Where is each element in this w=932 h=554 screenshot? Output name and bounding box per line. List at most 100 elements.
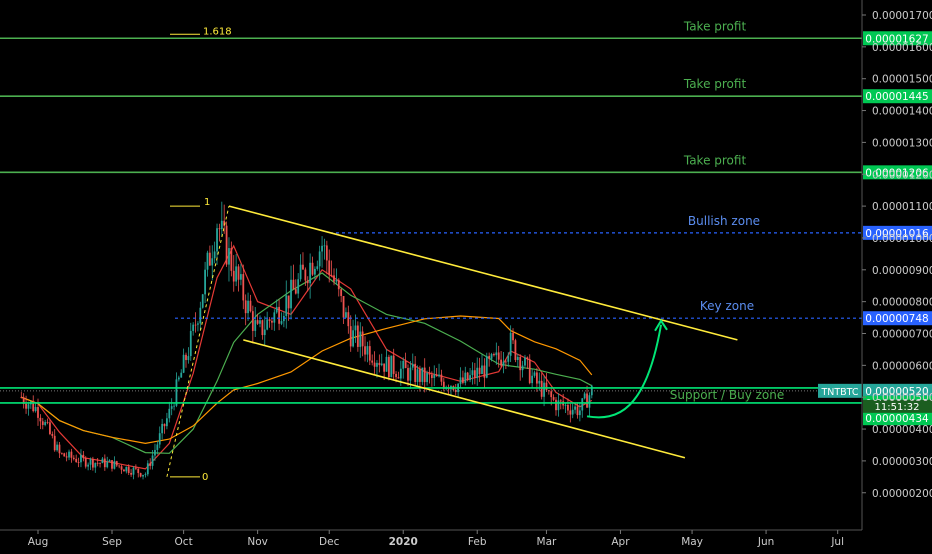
arrow-head: [654, 318, 668, 332]
candle-body: [543, 382, 545, 397]
candle-body: [251, 311, 254, 331]
candle-body: [134, 467, 137, 469]
candle-body: [278, 306, 280, 324]
price-badge-label: 0.00000520: [865, 386, 928, 398]
candle-body: [189, 330, 192, 357]
price-badge-label: 0.00001627: [865, 33, 928, 45]
y-tick-label: 0.00000400: [872, 424, 932, 436]
candle-body: [166, 418, 168, 427]
candle-body: [275, 306, 278, 313]
price-badge-label: 0.00000434: [865, 413, 929, 425]
candle-body: [34, 407, 37, 412]
price-badge: [863, 89, 932, 104]
candle-body: [156, 444, 159, 450]
candle-body: [125, 466, 128, 472]
price-badge-label: 0.00001445: [865, 91, 928, 103]
candle-body: [89, 458, 92, 465]
candle-body: [25, 403, 27, 409]
y-tick-label: 0.00001300: [872, 137, 932, 149]
candle-body: [266, 319, 269, 330]
candle-body: [20, 397, 23, 398]
candle-body: [509, 332, 512, 356]
candle-body: [323, 245, 326, 247]
candle-body: [364, 346, 366, 355]
fib-trend-line: [166, 205, 230, 477]
x-tick-label: Jul: [830, 536, 844, 548]
x-tick-label: May: [681, 536, 703, 548]
candle-body: [304, 269, 307, 281]
candle-body: [271, 320, 273, 323]
candle-body: [32, 401, 35, 412]
candle-body: [397, 377, 400, 379]
candle-body: [349, 326, 352, 347]
y-tick-label: 0.00000900: [872, 265, 932, 277]
candle-body: [337, 279, 340, 290]
candle-body: [519, 356, 522, 371]
candle-body: [485, 355, 488, 378]
candle-body: [586, 393, 588, 408]
candle-body: [538, 380, 541, 384]
candle-body: [392, 355, 395, 374]
candle-body: [588, 395, 591, 408]
level-label: Take profit: [683, 77, 747, 91]
candle-body: [564, 404, 567, 406]
candle-body: [92, 458, 94, 468]
price-badge: [863, 383, 932, 398]
y-tick-label: 0.00001400: [872, 106, 932, 118]
candle-body: [137, 468, 140, 474]
candle-body: [259, 320, 261, 324]
candle-body: [216, 228, 218, 252]
candle-body: [70, 451, 73, 458]
candle-body: [235, 266, 238, 282]
price-badge: [863, 225, 932, 240]
candle-body: [285, 295, 288, 316]
candle-body: [151, 455, 154, 466]
candle-body: [495, 352, 498, 356]
level-label: Support / Buy zone: [670, 388, 785, 402]
candle-body: [290, 279, 292, 309]
candle-body: [340, 289, 343, 296]
y-tick-label: 0.00001600: [872, 42, 932, 54]
candle-body: [299, 264, 302, 280]
candle-body: [545, 382, 548, 391]
candle-body: [161, 423, 164, 434]
candle-body: [101, 458, 104, 464]
candle-body: [220, 220, 223, 230]
candle-body: [528, 359, 531, 384]
level-label: Take profit: [683, 19, 747, 33]
candle-body: [500, 359, 502, 366]
candle-body: [399, 368, 402, 379]
candle-body: [488, 355, 491, 359]
candle-body: [63, 453, 66, 457]
candle-body: [366, 346, 369, 355]
candle-body: [108, 460, 111, 462]
candle-body: [414, 363, 417, 382]
candle-body: [225, 225, 228, 265]
candle-body: [228, 248, 230, 265]
x-tick-label: Oct: [175, 536, 193, 548]
candle-body: [497, 352, 500, 360]
candle-body: [378, 362, 381, 366]
candle-body: [144, 474, 147, 476]
candle-body: [440, 374, 443, 382]
candle-body: [550, 391, 553, 398]
candle-body: [192, 324, 195, 331]
candle-body: [578, 410, 581, 416]
candle-body: [478, 367, 481, 375]
candle-body: [302, 264, 304, 270]
candle-body: [316, 266, 319, 269]
level-label: Take profit: [683, 153, 747, 167]
y-tick-label: 0.00000500: [872, 392, 932, 404]
candle-body: [502, 361, 505, 366]
candle-body: [330, 275, 333, 276]
candle-body: [426, 372, 428, 383]
candle-body: [552, 397, 555, 400]
candle-body: [476, 367, 479, 379]
candle-body: [56, 444, 58, 451]
candle-body: [514, 340, 517, 360]
candle-body: [41, 421, 44, 425]
candle-body: [263, 329, 266, 336]
candle-body: [459, 377, 462, 384]
candle-body: [123, 469, 125, 472]
